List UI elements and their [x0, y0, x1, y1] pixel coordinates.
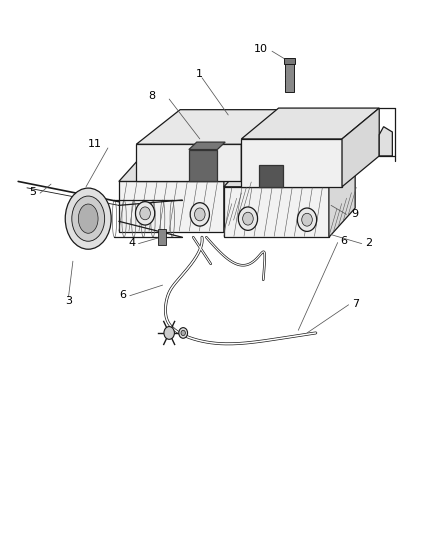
FancyBboxPatch shape	[283, 58, 294, 64]
Ellipse shape	[65, 188, 111, 249]
Text: 6: 6	[340, 236, 347, 246]
Polygon shape	[223, 187, 328, 237]
Text: 11: 11	[88, 139, 102, 149]
Polygon shape	[341, 108, 378, 187]
FancyBboxPatch shape	[285, 64, 293, 92]
Polygon shape	[241, 139, 341, 187]
Circle shape	[194, 208, 205, 221]
Polygon shape	[378, 127, 392, 156]
Text: 1: 1	[196, 69, 203, 79]
Polygon shape	[223, 152, 250, 232]
Text: 7: 7	[351, 298, 358, 309]
Polygon shape	[241, 108, 378, 139]
Polygon shape	[188, 142, 225, 150]
Polygon shape	[241, 110, 285, 181]
Circle shape	[178, 328, 187, 338]
Circle shape	[242, 212, 253, 225]
Text: 5: 5	[28, 187, 35, 197]
Text: 8: 8	[148, 91, 155, 101]
Circle shape	[163, 327, 174, 340]
Text: 2: 2	[364, 238, 371, 247]
Circle shape	[301, 213, 311, 226]
Polygon shape	[136, 144, 241, 181]
Circle shape	[190, 203, 209, 226]
Ellipse shape	[72, 196, 104, 241]
FancyBboxPatch shape	[158, 229, 166, 245]
Polygon shape	[328, 158, 354, 237]
Circle shape	[180, 330, 185, 336]
Circle shape	[139, 207, 150, 220]
Text: 4: 4	[128, 238, 135, 247]
Ellipse shape	[78, 204, 98, 233]
Text: 3: 3	[65, 296, 72, 306]
Circle shape	[238, 207, 257, 230]
Text: 10: 10	[254, 44, 268, 53]
Polygon shape	[119, 181, 223, 232]
Polygon shape	[136, 110, 285, 144]
Text: 9: 9	[351, 209, 358, 220]
Text: 6: 6	[120, 289, 127, 300]
Polygon shape	[119, 152, 250, 181]
Circle shape	[297, 208, 316, 231]
Circle shape	[135, 201, 154, 225]
Polygon shape	[188, 150, 217, 181]
Polygon shape	[223, 158, 354, 187]
Polygon shape	[258, 165, 283, 187]
